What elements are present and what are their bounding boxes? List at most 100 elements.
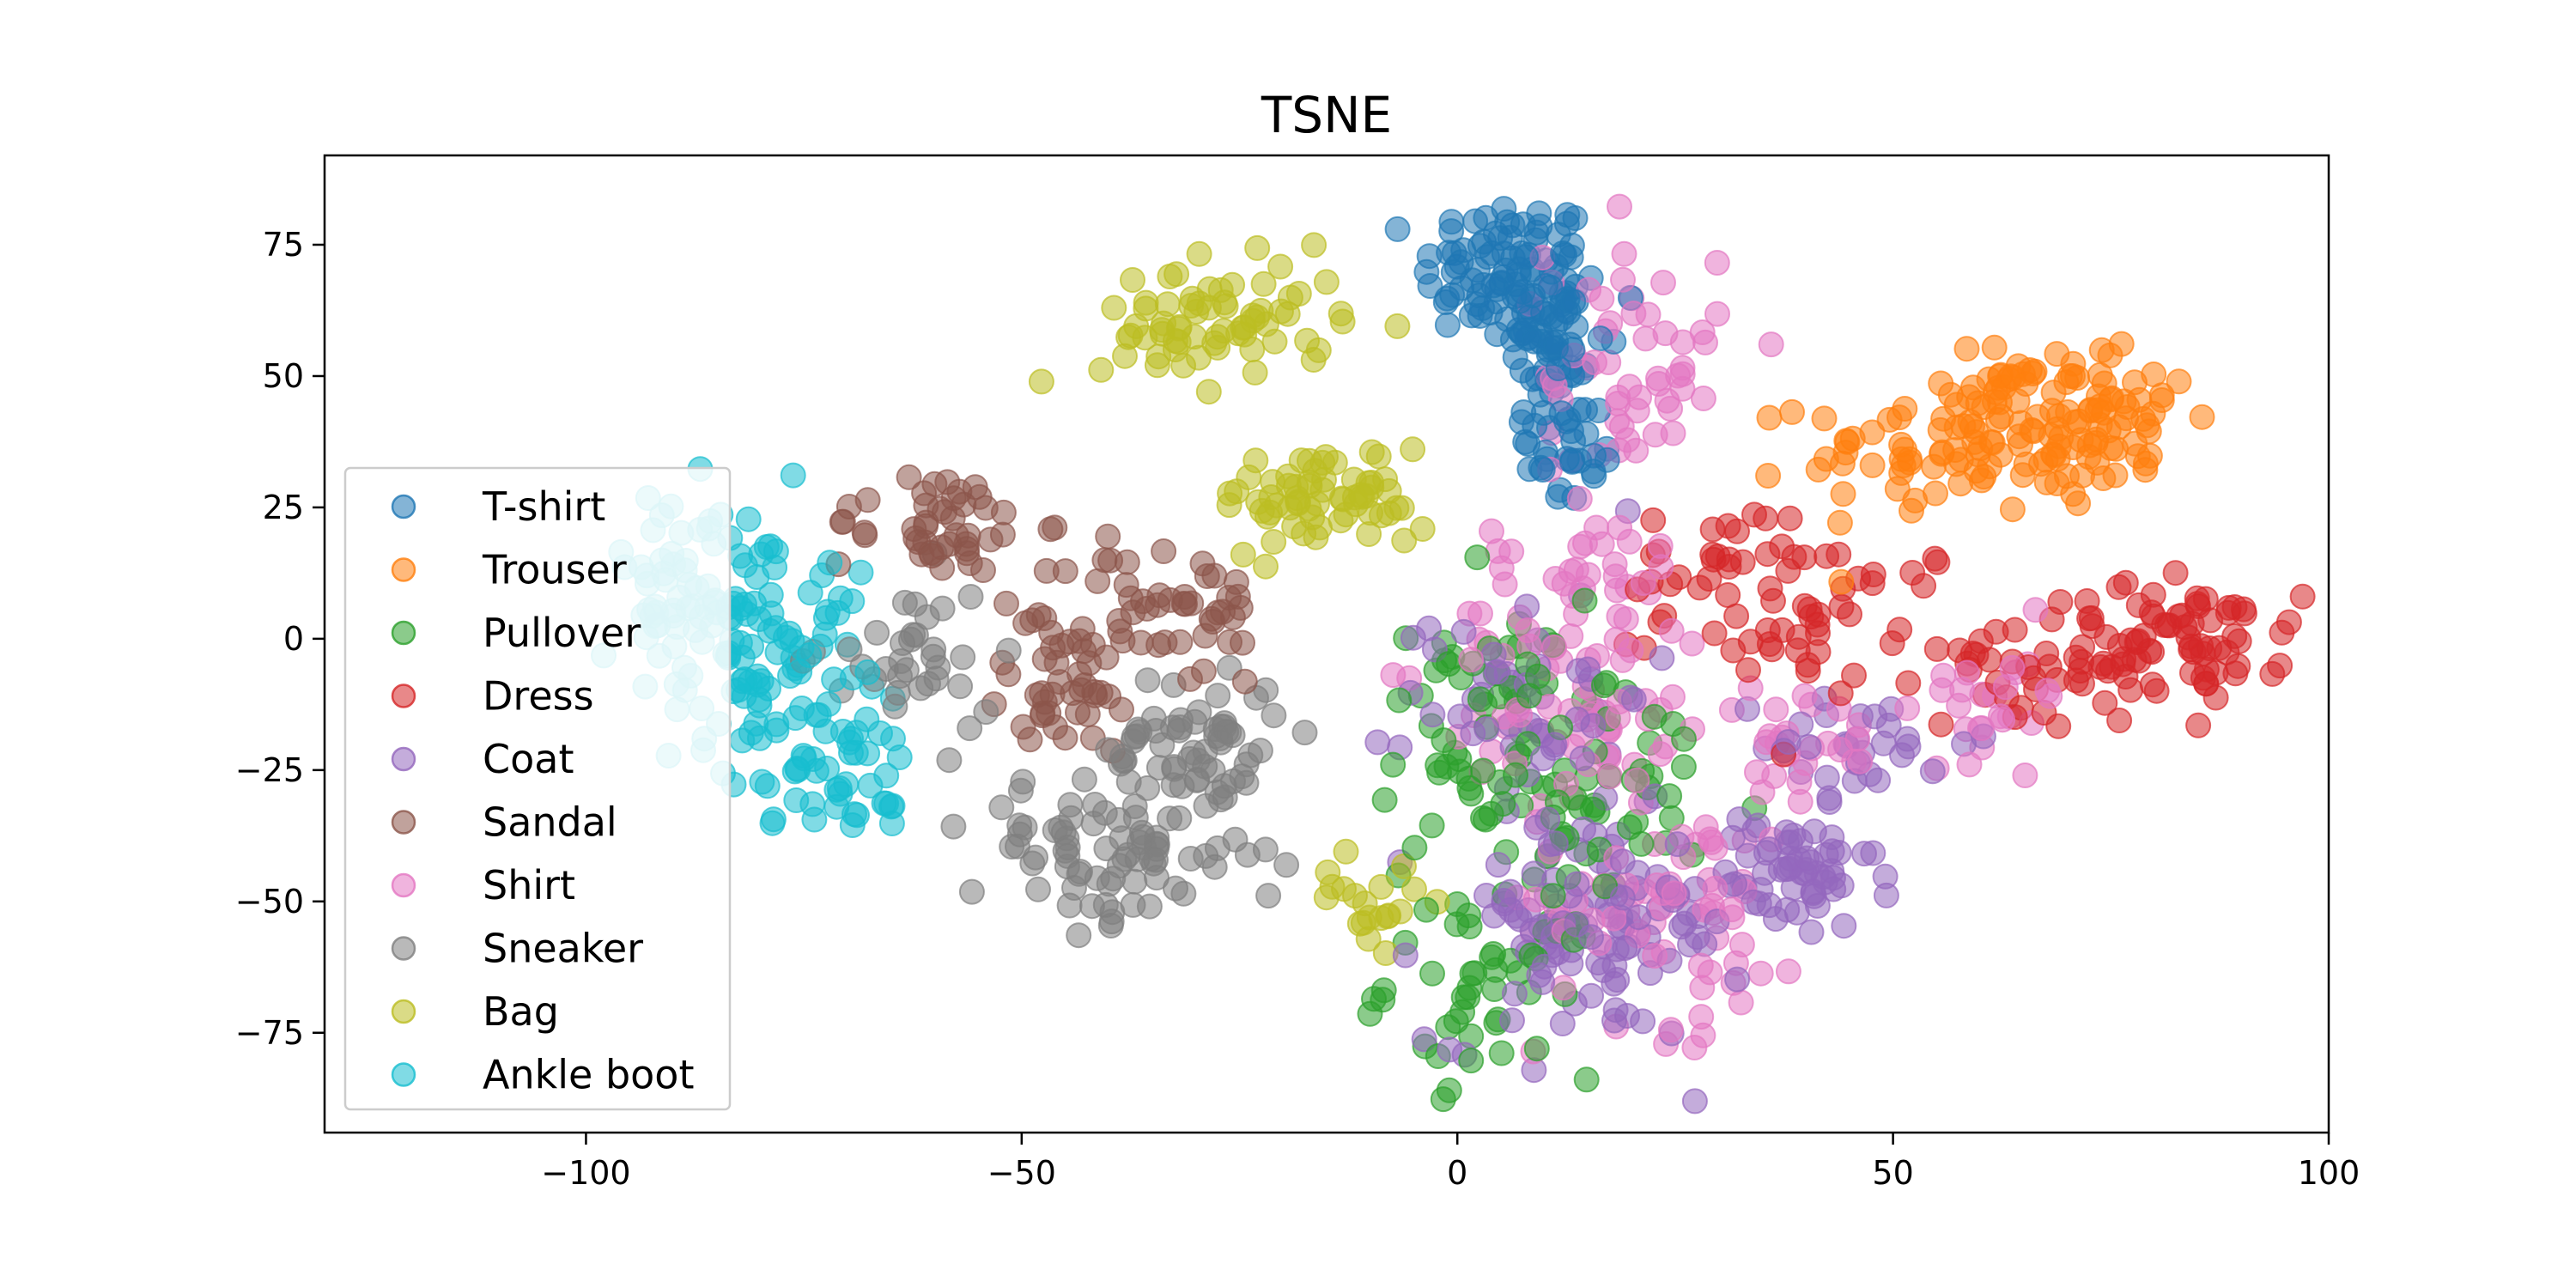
scatter-point-pullover xyxy=(1488,1040,1515,1066)
scatter-point-coat xyxy=(1480,641,1507,668)
scatter-point-sandal xyxy=(1130,588,1156,615)
scatter-point-shirt xyxy=(1728,989,1754,1016)
scatter-point-trouser xyxy=(2009,462,2036,489)
scatter-point-t-shirt xyxy=(1560,289,1587,315)
scatter-point-t-shirt xyxy=(1513,244,1540,270)
scatter-point-pullover xyxy=(1455,984,1481,1011)
legend-label: T-shirt xyxy=(482,483,605,530)
scatter-point-dress xyxy=(2045,713,2072,739)
scatter-point-bag xyxy=(1376,500,1402,526)
legend-label: Sneaker xyxy=(483,926,643,972)
scatter-point-coat xyxy=(1549,1011,1576,1036)
scatter-point-t-shirt xyxy=(1532,272,1558,299)
scatter-point-trouser xyxy=(1892,436,1917,463)
scatter-point-coat xyxy=(1889,742,1915,769)
scatter-point-dress xyxy=(1895,670,1922,696)
scatter-point-bag xyxy=(1120,267,1145,293)
scatter-point-coat xyxy=(1816,785,1843,811)
scatter-point-dress xyxy=(1777,505,1803,532)
scatter-point-coat xyxy=(1649,645,1675,671)
y-tick-label: 75 xyxy=(263,226,304,264)
scatter-point-sneaker xyxy=(1109,744,1135,769)
scatter-point-dress xyxy=(1860,562,1886,587)
legend-marker xyxy=(391,936,416,961)
scatter-point-trouser xyxy=(1756,404,1783,431)
scatter-point-sandal xyxy=(1227,594,1254,621)
scatter-point-dress xyxy=(1911,573,1937,599)
scatter-point-dress xyxy=(1781,544,1807,570)
legend-label: Dress xyxy=(483,673,594,720)
scatter-point-coat xyxy=(1630,1008,1656,1035)
scatter-point-bag xyxy=(1179,285,1206,312)
scatter-point-dress xyxy=(1841,662,1867,689)
scatter-point-sandal xyxy=(913,492,939,519)
scatter-point-sneaker xyxy=(940,813,967,840)
legend-label: Shirt xyxy=(483,862,575,908)
scatter-point-t-shirt xyxy=(1527,213,1553,240)
scatter-point-coat xyxy=(1473,716,1500,743)
scatter-point-coat xyxy=(1411,1026,1437,1053)
scatter-point-sandal xyxy=(1109,628,1136,654)
scatter-point-bag xyxy=(1274,301,1301,327)
scatter-point-trouser xyxy=(1876,406,1903,433)
scatter-point-pullover xyxy=(1503,762,1528,788)
scatter-point-sneaker xyxy=(1166,805,1193,831)
legend-marker xyxy=(391,494,416,519)
scatter-point-t-shirt xyxy=(1545,355,1571,381)
scatter-point-shirt xyxy=(1660,683,1686,710)
scatter-point-ankle-boot xyxy=(817,550,843,576)
scatter-point-coat xyxy=(1724,966,1751,993)
scatter-point-bag xyxy=(1181,324,1207,350)
scatter-point-shirt xyxy=(1718,896,1745,923)
scatter-point-pullover xyxy=(1467,686,1493,713)
scatter-point-pullover xyxy=(1671,726,1697,752)
scatter-point-sandal xyxy=(1010,714,1036,740)
scatter-point-bag xyxy=(1283,473,1309,500)
scatter-point-dress xyxy=(1696,566,1722,592)
scatter-point-shirt xyxy=(1498,538,1525,565)
scatter-point-shirt xyxy=(1698,829,1725,855)
scatter-point-shirt xyxy=(1688,1004,1715,1030)
scatter-point-shirt xyxy=(1747,960,1774,987)
scatter-point-sneaker xyxy=(1023,844,1048,871)
legend-marker xyxy=(391,557,416,582)
scatter-point-ankle-boot xyxy=(788,696,815,721)
scatter-point-t-shirt xyxy=(1502,344,1528,371)
scatter-point-sneaker xyxy=(1233,769,1260,796)
scatter-point-sandal xyxy=(908,541,935,568)
scatter-point-bag xyxy=(1257,499,1284,526)
scatter-point-pullover xyxy=(1656,783,1683,810)
scatter-point-bag xyxy=(1333,838,1359,865)
scatter-point-pullover xyxy=(1456,775,1483,801)
scatter-point-ankle-boot xyxy=(797,580,823,606)
scatter-point-sneaker xyxy=(988,794,1015,821)
scatter-point-coat xyxy=(1735,842,1761,869)
scatter-point-ankle-boot xyxy=(838,739,864,766)
scatter-point-pullover xyxy=(1380,751,1406,778)
y-tick-label: 0 xyxy=(283,620,304,658)
scatter-point-coat xyxy=(1534,806,1561,833)
scatter-point-shirt xyxy=(1679,630,1705,657)
scatter-point-dress xyxy=(2047,589,2074,615)
scatter-point-ankle-boot xyxy=(821,666,848,693)
scatter-point-dress xyxy=(2162,560,2189,586)
scatter-point-pullover xyxy=(1431,727,1457,754)
scatter-point-dress xyxy=(1922,545,1948,572)
x-tick-label: −100 xyxy=(541,1154,630,1192)
scatter-point-dress xyxy=(2202,659,2229,686)
scatter-point-shirt xyxy=(1602,563,1629,590)
scatter-point-ankle-boot xyxy=(823,776,850,803)
scatter-point-t-shirt xyxy=(1458,302,1485,329)
scatter-point-coat xyxy=(1767,856,1794,883)
scatter-point-dress xyxy=(2092,690,2118,716)
scatter-point-dress xyxy=(2105,574,2132,600)
scatter-point-shirt xyxy=(1606,603,1632,629)
scatter-point-bag xyxy=(1356,521,1382,547)
scatter-point-ankle-boot xyxy=(756,675,781,702)
scatter-point-coat xyxy=(1865,767,1892,793)
scatter-point-sneaker xyxy=(957,584,984,610)
scatter-point-trouser xyxy=(1987,441,2014,468)
scatter-point-trouser xyxy=(1833,428,1860,454)
scatter-point-pullover xyxy=(1641,703,1668,730)
scatter-point-coat xyxy=(1919,758,1946,785)
